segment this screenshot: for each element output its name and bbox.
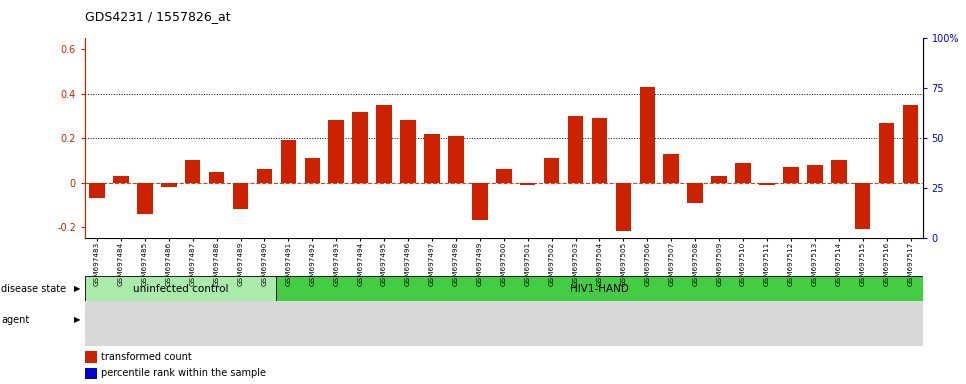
Point: [855, 199, 870, 205]
Bar: [615, 183, 631, 232]
Point: [472, 185, 488, 191]
Point: [89, 175, 104, 181]
Bar: [328, 121, 344, 183]
Bar: [209, 172, 224, 183]
Bar: [304, 158, 320, 183]
Bar: [233, 183, 248, 209]
Text: disease state: disease state: [1, 284, 66, 294]
Bar: [879, 123, 895, 183]
Bar: [137, 183, 153, 214]
Point: [808, 111, 823, 118]
Bar: [161, 183, 177, 187]
Point: [592, 115, 608, 121]
Point: [257, 191, 272, 197]
Point: [879, 79, 895, 85]
Bar: [85, 307, 660, 332]
Point: [783, 125, 799, 131]
Bar: [807, 165, 823, 183]
Text: HIV1-HAND: HIV1-HAND: [570, 284, 629, 294]
Bar: [185, 161, 201, 183]
Point: [161, 111, 177, 118]
Bar: [855, 183, 870, 229]
Text: GDS4231 / 1557826_at: GDS4231 / 1557826_at: [85, 10, 231, 23]
Bar: [664, 154, 679, 183]
Bar: [472, 183, 488, 220]
Bar: [520, 183, 535, 185]
Point: [353, 99, 368, 105]
Point: [497, 135, 512, 141]
Point: [424, 99, 440, 105]
Bar: [85, 367, 97, 379]
Text: untreated: untreated: [347, 314, 398, 325]
Bar: [276, 276, 923, 301]
Text: ▶: ▶: [74, 285, 81, 293]
Bar: [353, 112, 368, 183]
Bar: [424, 134, 440, 183]
Bar: [377, 105, 392, 183]
Bar: [592, 118, 608, 183]
Bar: [257, 169, 272, 183]
Bar: [831, 161, 846, 183]
Text: transformed count: transformed count: [100, 352, 191, 362]
Point: [400, 87, 415, 93]
Point: [233, 183, 248, 189]
Bar: [496, 169, 512, 183]
Bar: [568, 116, 583, 183]
Text: agent: agent: [1, 314, 29, 325]
Point: [113, 167, 128, 173]
Bar: [448, 136, 464, 183]
Text: percentile rank within the sample: percentile rank within the sample: [100, 368, 266, 378]
Point: [304, 97, 320, 103]
Point: [137, 183, 153, 189]
Point: [328, 79, 344, 85]
Point: [281, 155, 297, 161]
Bar: [711, 176, 726, 183]
Point: [735, 155, 751, 161]
Text: ▶: ▶: [74, 315, 81, 324]
Bar: [89, 183, 104, 198]
Bar: [660, 307, 923, 332]
Point: [615, 205, 631, 211]
Point: [185, 135, 200, 141]
Point: [448, 111, 464, 118]
Bar: [85, 351, 97, 362]
Point: [903, 65, 919, 71]
Point: [520, 143, 535, 149]
Bar: [639, 87, 655, 183]
Bar: [688, 183, 703, 203]
Bar: [903, 105, 919, 183]
Point: [209, 163, 224, 169]
Text: antiretroviral therapy: antiretroviral therapy: [735, 314, 847, 325]
Bar: [85, 276, 276, 301]
Point: [544, 121, 559, 127]
Text: uninfected control: uninfected control: [133, 284, 229, 294]
Point: [377, 71, 392, 78]
Bar: [400, 121, 415, 183]
Point: [639, 59, 655, 65]
Bar: [759, 183, 775, 185]
Point: [688, 121, 703, 127]
Bar: [783, 167, 799, 183]
Bar: [735, 163, 751, 183]
Bar: [113, 176, 128, 183]
Bar: [544, 158, 559, 183]
Point: [759, 159, 775, 165]
Bar: [281, 141, 297, 183]
Point: [664, 107, 679, 113]
Point: [831, 109, 846, 115]
Point: [711, 135, 726, 141]
Point: [568, 111, 583, 118]
